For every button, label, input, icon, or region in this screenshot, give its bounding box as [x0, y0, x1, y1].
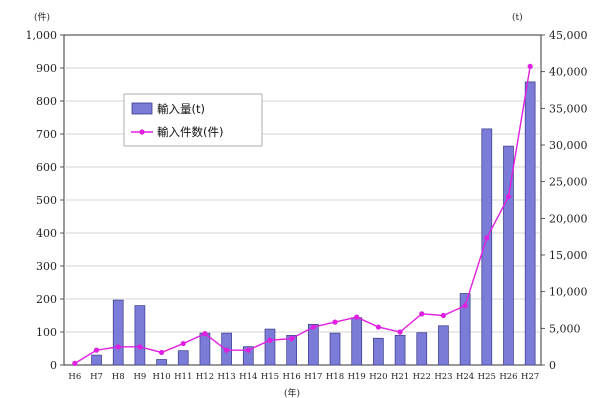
line-point	[484, 235, 490, 241]
y-left-tick-label: 1,000	[26, 29, 58, 42]
line-point	[527, 63, 533, 69]
x-tick-label: H8	[112, 372, 125, 382]
line-point	[375, 324, 381, 330]
x-tick-label: H24	[456, 372, 474, 382]
y-right-axis: 0 5,000 10,000 15,000 20,000 25,000 30,000 35,0…	[541, 29, 588, 372]
x-tick-label: H6	[68, 372, 81, 382]
line-point	[310, 324, 316, 330]
line-point	[180, 340, 186, 347]
x-tick-label: H9	[133, 372, 146, 382]
y-right-tick-label: 15,000	[549, 249, 588, 262]
y-left-tick-label: 200	[36, 293, 57, 306]
x-tick-label: H25	[478, 372, 496, 382]
x-tick-label: H10	[152, 372, 170, 382]
line-point	[419, 311, 425, 317]
line-point	[93, 347, 100, 353]
y-right-tick-label: 5,000	[549, 322, 581, 335]
bar	[438, 325, 449, 366]
y-left-axis: 0 100 200 300 400 500 600 700 800 900 1,000	[26, 29, 64, 372]
line-series	[72, 63, 533, 366]
line-point	[158, 349, 165, 356]
x-tick-label: H21	[391, 372, 409, 382]
y-right-tick-label: 10,000	[549, 286, 588, 299]
bar	[308, 323, 319, 366]
x-tick-label: H13	[217, 372, 235, 382]
bar	[394, 334, 406, 366]
line-point	[224, 347, 230, 353]
y-left-tick-label: 0	[50, 359, 57, 372]
y-left-tick-label: 400	[36, 227, 57, 240]
line-point	[202, 331, 208, 337]
bar	[242, 346, 254, 366]
x-tick-label: H15	[261, 372, 279, 382]
y-right-tick-label: 0	[549, 359, 556, 372]
line-point	[332, 319, 338, 325]
bar	[416, 332, 428, 366]
x-tick-label: H26	[499, 372, 517, 382]
x-tick-label: H7	[90, 372, 103, 382]
line-point	[137, 344, 143, 350]
y-right-tick-label: 45,000	[549, 29, 588, 42]
x-tick-label: H19	[348, 372, 366, 382]
line-point	[72, 360, 78, 366]
bar	[177, 350, 189, 366]
x-unit: (年)	[284, 387, 300, 398]
bar	[329, 332, 341, 366]
y-left-tick-label: 900	[36, 62, 57, 75]
legend-line-marker	[139, 129, 145, 135]
line-point	[505, 194, 512, 200]
bar	[112, 299, 124, 366]
bar	[264, 328, 276, 366]
line-point	[115, 344, 121, 350]
x-tick-label: H12	[196, 372, 214, 382]
bar	[524, 81, 536, 366]
line-point	[354, 314, 360, 320]
x-tick-label: H16	[283, 372, 301, 382]
y-right-unit: (t)	[512, 12, 523, 23]
y-left-tick-label: 600	[36, 161, 57, 174]
y-left-tick-label: 700	[36, 128, 57, 141]
line-point	[462, 303, 468, 309]
bar	[351, 317, 363, 366]
y-left-tick-label: 500	[36, 194, 57, 207]
line-point	[245, 347, 251, 353]
bar	[134, 305, 146, 366]
bar	[156, 359, 167, 366]
y-right-tick-label: 30,000	[549, 139, 588, 152]
line-path	[74, 66, 531, 364]
legend: 輸入量(t) 輸入件数(件)	[123, 93, 263, 147]
legend-line-label: 輸入件数(件)	[157, 125, 223, 139]
y-left-tick-label: 800	[36, 95, 57, 108]
y-left-unit: (件)	[34, 11, 50, 23]
x-tick-label: H23	[434, 372, 452, 382]
y-left-tick-label: 100	[36, 326, 57, 339]
bar	[373, 337, 384, 366]
x-tick-label: H17	[304, 372, 322, 382]
bar	[286, 334, 297, 366]
bar	[459, 293, 471, 366]
x-tick-label: H20	[369, 372, 387, 382]
line-point	[267, 337, 273, 343]
y-left-tick-label: 300	[36, 260, 57, 273]
x-tick-label: H11	[174, 372, 192, 382]
bar	[503, 145, 514, 366]
x-tick-label: H22	[413, 372, 431, 382]
y-right-tick-label: 20,000	[549, 212, 588, 225]
bar	[481, 128, 493, 366]
y-right-tick-label: 25,000	[549, 176, 588, 189]
legend-bar-label: 輸入量(t)	[157, 102, 205, 116]
bar	[199, 332, 211, 366]
line-point	[440, 312, 447, 319]
legend-bar-swatch	[131, 102, 153, 115]
x-axis: H6 H7 H8 H9 H10 H11 H12 H13 H14 H15 H16 H17 H18 H19 H2…	[68, 372, 539, 382]
x-tick-label: H14	[239, 372, 257, 382]
bar	[91, 354, 102, 366]
line-point	[289, 336, 295, 342]
x-tick-label: H27	[521, 372, 539, 382]
x-tick-label: H18	[326, 372, 344, 382]
y-right-tick-label: 35,000	[549, 102, 588, 115]
line-point	[397, 329, 403, 335]
y-right-tick-label: 40,000	[549, 66, 588, 79]
